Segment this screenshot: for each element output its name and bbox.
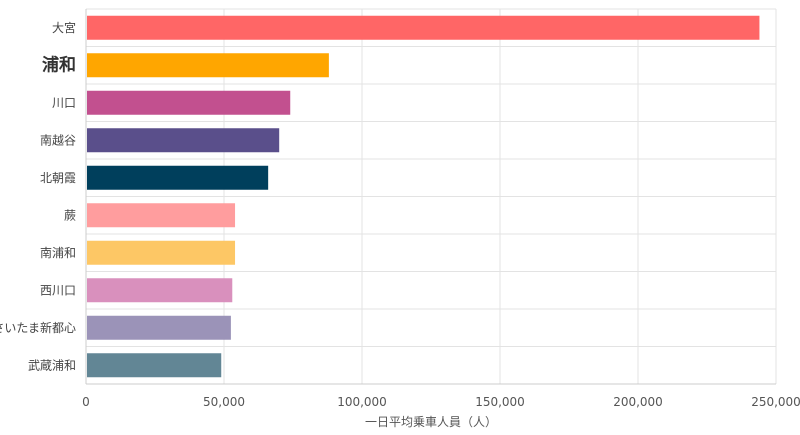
- x-tick-label: 250,000: [751, 395, 800, 409]
- category-label: 南越谷: [40, 132, 76, 147]
- x-axis-title: 一日平均乗車人員（人）: [365, 415, 497, 429]
- category-label: 北朝霞: [40, 171, 76, 185]
- category-label: 川口: [52, 96, 76, 110]
- x-axis-ticks: 0 50,000 100,000 150,000 200,000 250,000: [82, 395, 800, 409]
- x-tick-label: 100,000: [337, 395, 387, 409]
- bar-4: [87, 165, 269, 190]
- category-label: 武蔵浦和: [28, 358, 76, 372]
- x-tick-label: 50,000: [203, 395, 245, 409]
- category-label: 西川口: [40, 283, 76, 297]
- bar-7: [87, 278, 233, 303]
- bar-6: [87, 240, 236, 265]
- category-label: 蕨: [64, 208, 76, 222]
- bar-9: [87, 353, 222, 378]
- x-tick-label: 200,000: [613, 395, 663, 409]
- bar-5: [87, 203, 236, 228]
- category-label: 浦和: [42, 54, 76, 75]
- bars: [87, 15, 760, 378]
- category-label: 大宮: [52, 20, 76, 35]
- category-label: 南浦和: [40, 245, 76, 260]
- bar-2: [87, 90, 291, 115]
- bar-0: [87, 15, 760, 40]
- x-tick-label: 150,000: [475, 395, 525, 409]
- bar-8: [87, 315, 231, 340]
- x-tick-label: 0: [82, 395, 90, 409]
- bar-1: [87, 53, 329, 78]
- bar-3: [87, 128, 280, 153]
- gridlines: [85, 8, 777, 385]
- category-label: さいたま新都心: [0, 320, 76, 335]
